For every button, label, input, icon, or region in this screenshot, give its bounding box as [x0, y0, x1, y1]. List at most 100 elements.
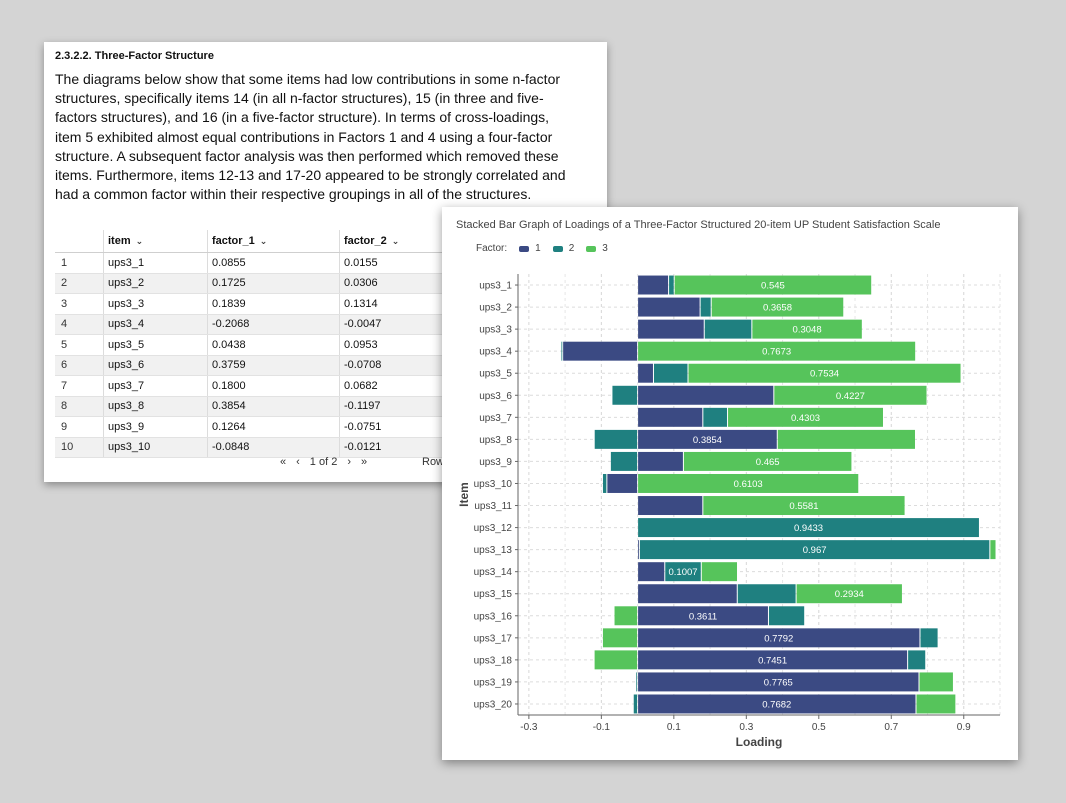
cell-factor-1: 0.1264 — [207, 416, 340, 438]
bar-ups3_17-factor-2 — [920, 628, 938, 648]
row-index: 1 — [55, 252, 104, 274]
y-tick-label: ups3_15 — [474, 589, 513, 600]
row-index: 9 — [55, 416, 104, 438]
data-label: 0.545 — [761, 281, 785, 292]
bar-ups3_17-factor-3 — [602, 628, 638, 648]
cell-item: ups3_6 — [103, 355, 208, 376]
bar-ups3_15-factor-2 — [737, 584, 796, 604]
last-page-button[interactable]: » — [361, 456, 368, 468]
cell-item: ups3_2 — [103, 273, 208, 294]
x-tick-label: 0.3 — [739, 722, 753, 733]
bar-ups3_18-factor-3 — [594, 650, 638, 670]
x-tick-label: -0.3 — [520, 722, 538, 733]
data-label: 0.7534 — [810, 369, 839, 380]
row-index: 8 — [55, 396, 104, 417]
bar-ups3_6-factor-1 — [638, 385, 774, 405]
bar-ups3_14-factor-1 — [638, 562, 665, 582]
y-tick-label: ups3_8 — [479, 435, 512, 446]
section-title: 2.3.2.2. Three-Factor Structure — [55, 50, 214, 62]
bar-ups3_20-factor-2 — [633, 694, 638, 714]
bar-ups3_19-factor-2 — [636, 672, 638, 692]
bar-ups3_5-factor-1 — [638, 363, 653, 383]
row-index: 5 — [55, 334, 104, 356]
cell-factor-1: 0.3759 — [207, 355, 340, 376]
column-header-item[interactable]: item ⌄ — [103, 230, 208, 253]
bar-ups3_18-factor-1 — [638, 650, 908, 670]
legend-title: Factor: — [476, 243, 508, 254]
data-label: 0.4227 — [836, 391, 865, 402]
cell-factor-1: 0.1800 — [207, 375, 340, 397]
column-header-label: item — [108, 235, 131, 247]
cell-item: ups3_8 — [103, 396, 208, 417]
legend-label-2: 2 — [568, 243, 575, 254]
bar-ups3_1-factor-2 — [669, 275, 674, 295]
cell-factor-1: -0.0848 — [207, 437, 340, 458]
chart-title: Stacked Bar Graph of Loadings of a Three… — [456, 219, 941, 231]
y-tick-label: ups3_20 — [474, 699, 513, 710]
x-axis-title: Loading — [736, 735, 783, 749]
y-tick-label: ups3_3 — [479, 325, 512, 336]
data-label: 0.7765 — [764, 677, 793, 688]
bar-ups3_6-factor-3 — [774, 385, 927, 405]
cell-factor-1: 0.3854 — [207, 396, 340, 417]
data-label: 0.465 — [756, 457, 780, 468]
prev-page-button[interactable]: ‹ — [296, 456, 300, 468]
bar-ups3_17-factor-1 — [638, 628, 920, 648]
data-label: 0.6103 — [734, 479, 763, 490]
bar-ups3_10-factor-2 — [602, 473, 607, 493]
index-header — [55, 230, 104, 253]
chevron-down-icon[interactable]: ⌄ — [135, 236, 144, 246]
y-tick-label: ups3_19 — [474, 677, 513, 688]
chart-legend: Factor: 1 2 3 — [476, 243, 608, 254]
bar-ups3_6-factor-2 — [612, 385, 638, 405]
y-tick-label: ups3_11 — [474, 501, 512, 512]
data-label: 0.967 — [803, 545, 827, 556]
bar-ups3_13-factor-3 — [990, 540, 996, 560]
bar-ups3_7-factor-1 — [638, 407, 703, 427]
legend-label-1: 1 — [535, 243, 541, 254]
column-header-factor-1[interactable]: factor_1 ⌄ — [207, 230, 340, 253]
bar-ups3_8-factor-3 — [777, 429, 915, 449]
chevron-down-icon[interactable]: ⌄ — [259, 236, 268, 246]
bar-ups3_1-factor-3 — [674, 275, 872, 295]
row-index: 10 — [55, 437, 104, 458]
x-tick-label: 0.7 — [884, 722, 898, 733]
y-tick-label: ups3_13 — [474, 545, 513, 556]
x-tick-label: -0.1 — [593, 722, 611, 733]
stacked-bar-chart: 0.545 ups3_1 0.3658 ups3_2 0.3048 ups3_3 0.767… — [457, 274, 1001, 749]
bar-ups3_10-factor-3 — [638, 473, 859, 493]
y-tick-label: ups3_14 — [474, 567, 513, 578]
data-label: 0.7792 — [764, 633, 793, 644]
first-page-button[interactable]: « — [280, 456, 287, 468]
bar-ups3_20-factor-3 — [916, 694, 956, 714]
bar-ups3_10-factor-1 — [607, 473, 638, 493]
y-tick-label: ups3_7 — [479, 413, 512, 424]
row-index: 6 — [55, 355, 104, 376]
y-tick-label: ups3_4 — [479, 347, 512, 358]
cell-factor-1: 0.1839 — [207, 293, 340, 315]
chevron-down-icon[interactable]: ⌄ — [391, 236, 400, 246]
row-index: 2 — [55, 273, 104, 294]
next-page-button[interactable]: › — [347, 456, 351, 468]
bar-ups3_1-factor-1 — [638, 275, 669, 295]
data-label: 0.9433 — [794, 523, 823, 534]
data-label: 0.7451 — [758, 655, 787, 666]
cell-item: ups3_1 — [103, 252, 208, 274]
column-header-label: factor_2 — [344, 235, 387, 247]
bar-ups3_2-factor-2 — [700, 297, 711, 317]
bar-ups3_8-factor-1 — [638, 429, 777, 449]
bar-ups3_3-factor-2 — [704, 319, 752, 339]
cell-factor-1: 0.1725 — [207, 273, 340, 294]
data-label: 0.5581 — [789, 501, 818, 512]
bar-ups3_7-factor-3 — [728, 407, 883, 427]
row-index: 3 — [55, 293, 104, 315]
bar-ups3_14-factor-2 — [665, 562, 701, 582]
bar-ups3_3-factor-3 — [752, 319, 862, 339]
bar-ups3_5-factor-3 — [688, 363, 961, 383]
bar-ups3_11-factor-1 — [638, 496, 703, 516]
bar-ups3_2-factor-1 — [638, 297, 700, 317]
bar-ups3_15-factor-3 — [796, 584, 902, 604]
y-tick-label: ups3_2 — [479, 303, 512, 314]
data-label: 0.1007 — [668, 567, 697, 578]
rows-per-page-label: Row — [422, 456, 445, 468]
